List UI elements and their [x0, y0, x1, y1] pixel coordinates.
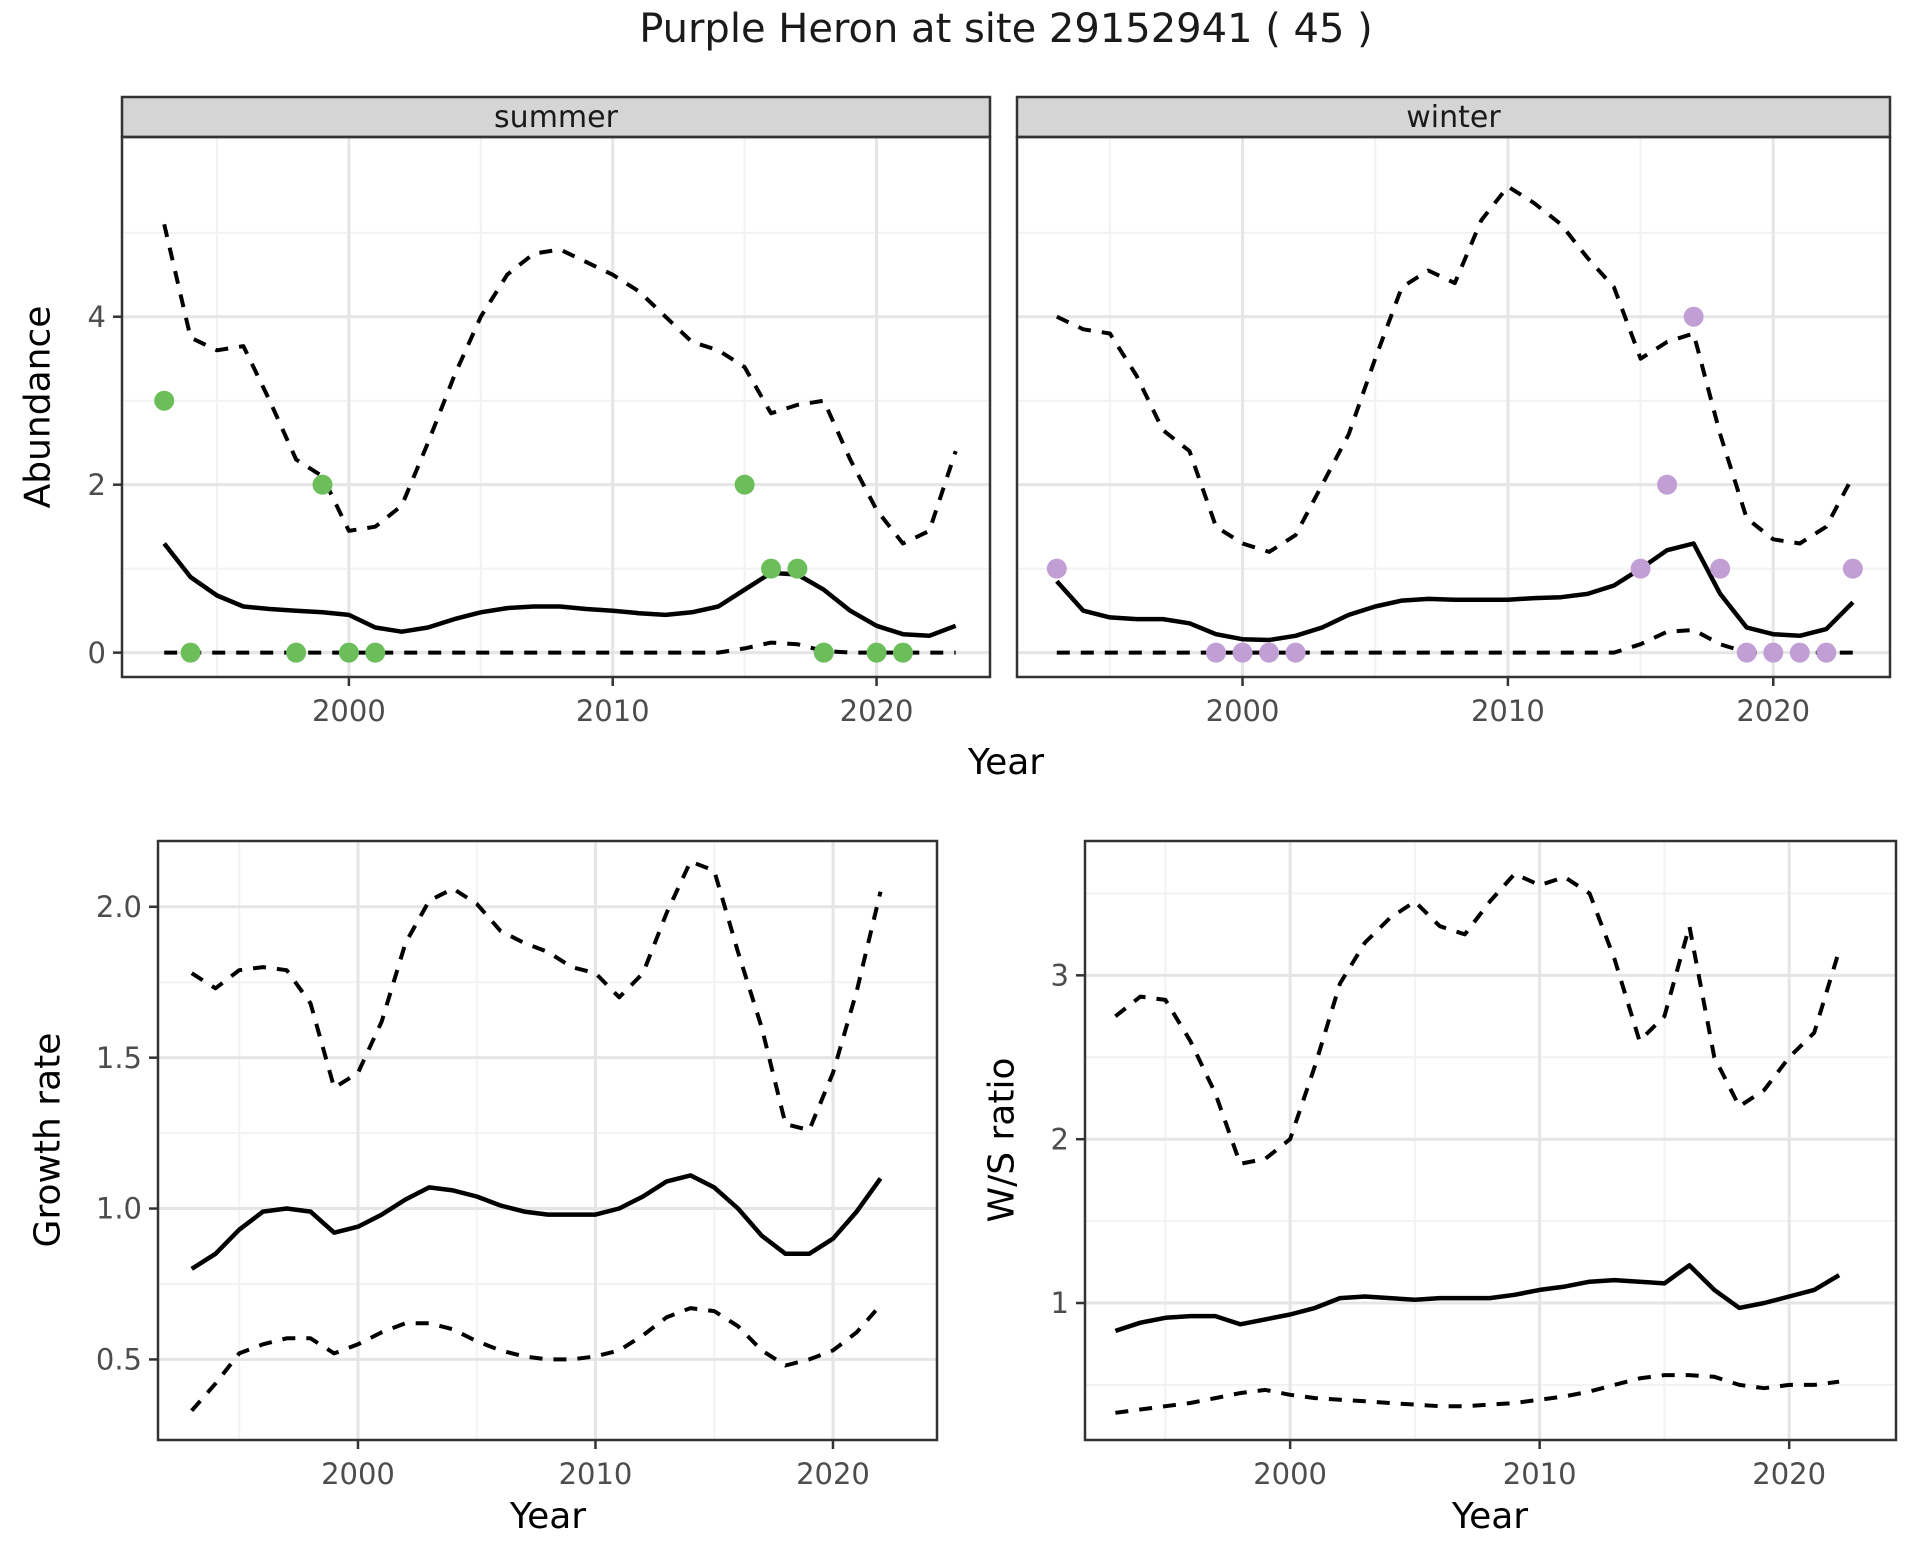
summer-y-tick-label: 0 — [88, 636, 106, 670]
summer-observation-point — [180, 642, 201, 663]
summer-upper_ci-line — [162, 223, 958, 546]
ws-upper_ci-line — [1114, 871, 1842, 1166]
ws-x-tick-label: 2010 — [1503, 1457, 1577, 1491]
winter-observation-point — [1206, 642, 1227, 663]
winter-x-tick-label: 2020 — [1736, 694, 1810, 728]
winter-facet-strip — [1015, 95, 1892, 139]
growth-y-tick-label: 1.0 — [96, 1192, 142, 1226]
growth-panel-background — [158, 841, 937, 1440]
growth-y-tick-label: 0.5 — [96, 1343, 142, 1377]
abundance-axis-title: Abundance — [17, 305, 59, 509]
growth-upper_ci-line — [190, 859, 883, 1133]
facet-strip-label-winter: winter — [1406, 99, 1501, 135]
growth-x-tick-label: 2020 — [796, 1457, 870, 1491]
winter-observation-point — [1842, 558, 1863, 579]
plot-title: Purple Heron at site 29152941 ( 45 ) — [639, 6, 1373, 52]
ws-y-tick-label: 3 — [1051, 958, 1069, 992]
summer-x-tick-label: 2010 — [576, 694, 650, 728]
winter-observation-point — [1285, 642, 1306, 663]
summer-observation-point — [734, 474, 755, 495]
summer-observation-point — [154, 390, 175, 411]
growth-lower_ci-line — [190, 1303, 883, 1413]
ws-lower_ci-line — [1115, 1373, 1840, 1415]
summer-observation-point — [787, 558, 808, 579]
summer-observation-point — [892, 642, 913, 663]
ws-y-tick-label: 1 — [1051, 1286, 1069, 1320]
summer-observation-point — [338, 642, 359, 663]
winter-observation-point — [1789, 642, 1810, 663]
top-x-axis-title: Year — [967, 742, 1045, 783]
summer-panel-background — [122, 137, 990, 677]
growth-y-tick-label: 1.5 — [96, 1041, 142, 1075]
summer-x-tick-label: 2020 — [840, 694, 914, 728]
ws-mean-line — [1114, 1263, 1841, 1334]
summer-y-tick-label: 2 — [88, 468, 106, 502]
winter-observation-point — [1259, 642, 1280, 663]
ws-x-tick-label: 2020 — [1752, 1457, 1826, 1491]
ws-ratio-axis-title: W/S ratio — [981, 1057, 1023, 1223]
growth-x-tick-label: 2010 — [559, 1457, 633, 1491]
summer-panel-border — [120, 135, 992, 679]
winter-observation-point — [1046, 558, 1067, 579]
growth-mean-line — [190, 1173, 883, 1271]
summer-observation-point — [365, 642, 386, 663]
summer-observation-point — [312, 474, 333, 495]
ws-x-tick-label: 2000 — [1253, 1457, 1327, 1491]
summer-observation-point — [866, 642, 887, 663]
winter-panel-background — [1017, 137, 1890, 677]
winter-observation-point — [1683, 306, 1704, 327]
winter-lower_ci-line — [1056, 628, 1853, 655]
winter-mean-line — [1055, 541, 1855, 643]
growth-panel-border — [156, 839, 939, 1442]
winter-observation-point — [1816, 642, 1837, 663]
winter-observation-point — [1657, 474, 1678, 495]
winter-x-tick-label: 2000 — [1206, 694, 1280, 728]
summer-x-tick-label: 2000 — [312, 694, 386, 728]
summer-observation-point — [286, 642, 307, 663]
growth-rate-axis-title: Growth rate — [27, 1032, 69, 1248]
winter-panel-border — [1015, 135, 1892, 679]
growth-y-tick-label: 2.0 — [96, 890, 142, 924]
winter-observation-point — [1232, 642, 1253, 663]
summer-y-tick-label: 4 — [88, 300, 106, 334]
winter-observation-point — [1630, 558, 1651, 579]
winter-observation-point — [1710, 558, 1731, 579]
summer-observation-point — [761, 558, 782, 579]
ws-x-axis-title: Year — [1451, 1496, 1529, 1537]
growth-x-axis-title: Year — [509, 1496, 587, 1537]
summer-mean-line — [162, 542, 957, 639]
winter-observation-point — [1763, 642, 1784, 663]
winter-observation-point — [1736, 642, 1757, 663]
ws-panel-border — [1083, 839, 1898, 1442]
facet-strip-label-summer: summer — [494, 99, 618, 135]
winter-x-tick-label: 2010 — [1471, 694, 1545, 728]
growth-x-tick-label: 2000 — [321, 1457, 395, 1491]
summer-observation-point — [813, 642, 834, 663]
ws-y-tick-label: 2 — [1051, 1122, 1069, 1156]
winter-upper_ci-line — [1055, 184, 1855, 554]
